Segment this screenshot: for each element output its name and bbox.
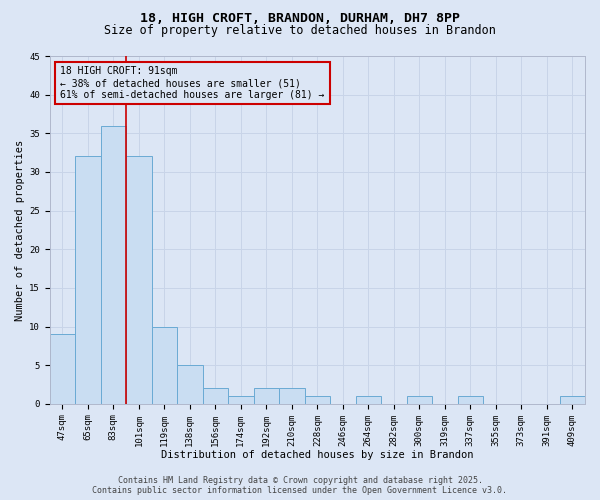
Bar <box>254 388 279 404</box>
Bar <box>152 326 177 404</box>
Bar <box>75 156 101 404</box>
Bar <box>126 156 152 404</box>
Text: Contains HM Land Registry data © Crown copyright and database right 2025.
Contai: Contains HM Land Registry data © Crown c… <box>92 476 508 495</box>
Text: Size of property relative to detached houses in Brandon: Size of property relative to detached ho… <box>104 24 496 37</box>
Bar <box>279 388 305 404</box>
Bar <box>407 396 432 404</box>
X-axis label: Distribution of detached houses by size in Brandon: Distribution of detached houses by size … <box>161 450 473 460</box>
Bar <box>101 126 126 404</box>
Bar <box>177 365 203 404</box>
Bar <box>203 388 228 404</box>
Y-axis label: Number of detached properties: Number of detached properties <box>15 140 25 320</box>
Text: 18, HIGH CROFT, BRANDON, DURHAM, DH7 8PP: 18, HIGH CROFT, BRANDON, DURHAM, DH7 8PP <box>140 12 460 26</box>
Bar <box>458 396 483 404</box>
Text: 18 HIGH CROFT: 91sqm
← 38% of detached houses are smaller (51)
61% of semi-detac: 18 HIGH CROFT: 91sqm ← 38% of detached h… <box>61 66 325 100</box>
Bar <box>305 396 330 404</box>
Bar <box>560 396 585 404</box>
Bar <box>50 334 75 404</box>
Bar <box>228 396 254 404</box>
Bar <box>356 396 381 404</box>
